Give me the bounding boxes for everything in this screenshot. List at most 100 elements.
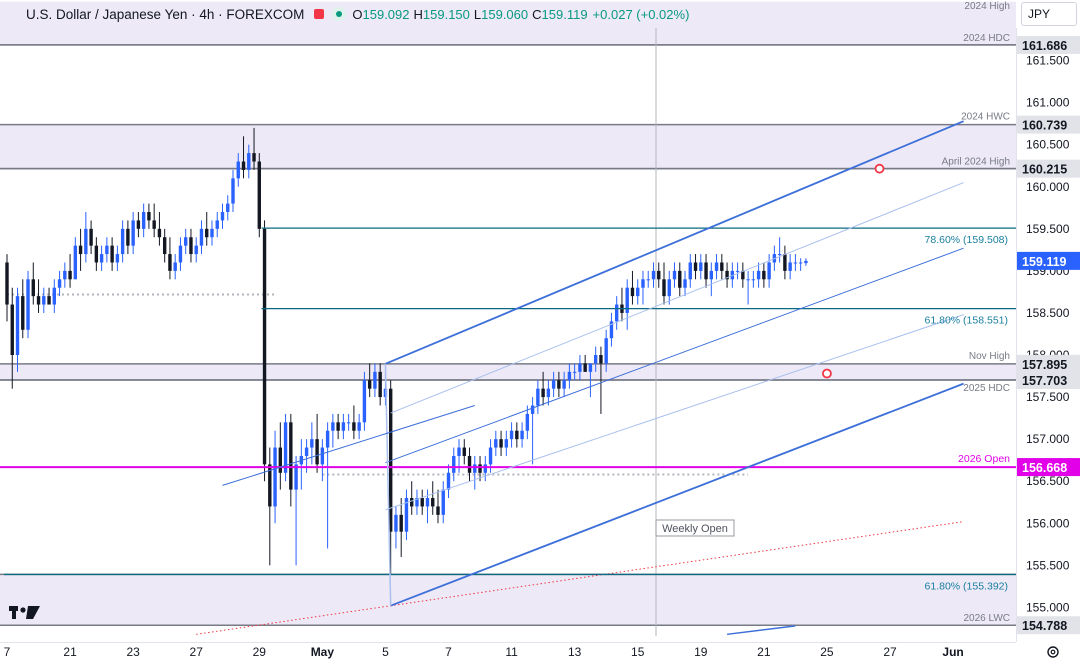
candle-body <box>788 262 792 271</box>
ohlc-value: 159.150 <box>422 6 470 22</box>
candle-body <box>273 447 277 507</box>
candle-body <box>388 388 393 532</box>
candle-body <box>641 279 645 288</box>
candle-body <box>562 380 566 389</box>
candle-body <box>362 380 367 423</box>
zone-label: 2025 HDC <box>963 383 1010 394</box>
y-tick-label: 156.000 <box>1026 516 1070 530</box>
candle-body <box>252 153 256 162</box>
ohlc-label: C <box>532 6 542 22</box>
candle-body <box>26 279 30 330</box>
y-tick-label: 155.000 <box>1026 600 1070 614</box>
candle-body <box>341 422 346 431</box>
logo-bar <box>9 606 18 611</box>
x-tick-label: 23 <box>126 645 140 659</box>
candle-body <box>31 279 35 297</box>
candle-body <box>704 262 708 280</box>
candle-body <box>646 279 650 281</box>
candle-body <box>205 228 209 238</box>
zone-label: Nov High <box>969 351 1010 362</box>
x-tick-label: 19 <box>694 645 708 659</box>
candle-body <box>578 363 582 372</box>
candle-body <box>141 212 146 229</box>
candle-body <box>583 363 587 372</box>
candle-body <box>751 279 756 281</box>
candle-body <box>262 228 267 465</box>
open-price-box <box>1017 458 1080 477</box>
open-price-label: 156.668 <box>1022 461 1067 475</box>
level-price-label: 160.739 <box>1022 119 1067 133</box>
candle-body <box>136 220 141 229</box>
level-price-box <box>1017 354 1080 373</box>
candle-body <box>504 439 509 448</box>
candle-body <box>478 464 482 473</box>
candle-body <box>310 439 314 448</box>
candle-body <box>215 220 219 229</box>
candle-body <box>551 380 556 389</box>
candle-body <box>762 270 766 280</box>
candle-body <box>725 270 729 280</box>
candle-body <box>173 262 177 271</box>
currency-button[interactable]: JPY <box>1021 2 1077 26</box>
chart-header: U.S. Dollar / Japanese Yen · 4h · FOREXC… <box>0 0 689 28</box>
gear-icon[interactable] <box>1047 646 1059 658</box>
candle-body <box>804 260 808 264</box>
candle-body <box>683 279 687 288</box>
candle-body <box>420 498 424 507</box>
pitchfork-inner-line <box>385 247 964 464</box>
flag-marker-icon[interactable] <box>314 9 325 19</box>
zone-band <box>0 574 1016 626</box>
candle-body <box>189 237 193 255</box>
market-status-icon[interactable] <box>332 7 347 21</box>
dotted-trendline <box>196 521 964 635</box>
candle-body <box>735 270 740 272</box>
x-tick-label: 7 <box>445 645 452 659</box>
price-axis <box>1016 0 1081 660</box>
level-price-label: 161.686 <box>1022 39 1067 53</box>
logo-stem <box>12 610 16 619</box>
candle-body <box>651 270 656 280</box>
symbol-title[interactable]: U.S. Dollar / Japanese Yen · 4h · FOREXC… <box>26 6 305 22</box>
pitchfork-inner-line <box>385 314 964 511</box>
candle-body <box>399 514 403 532</box>
ohlc-value: 159.092 <box>362 6 410 22</box>
candle-body <box>572 371 577 373</box>
candle-body <box>672 270 677 280</box>
candle-body <box>662 279 666 297</box>
candle-body <box>236 161 240 179</box>
ohlc-label: L <box>473 6 482 22</box>
candle-body <box>378 371 382 398</box>
candle-body <box>168 254 172 271</box>
x-tick-label: 21 <box>757 645 771 659</box>
candle-body <box>73 245 78 280</box>
candle-body <box>767 262 771 280</box>
candle-body <box>110 245 114 263</box>
y-tick-label: 155.500 <box>1026 558 1070 572</box>
x-tick-label: May <box>311 645 335 659</box>
candle-body <box>525 413 530 431</box>
candle-body <box>42 296 46 305</box>
candle-body <box>667 279 671 297</box>
candle-body <box>231 178 235 204</box>
tradingview-logo <box>9 606 40 619</box>
candle-body <box>415 498 419 507</box>
x-tick-label: 27 <box>190 645 204 659</box>
candle-body <box>94 245 99 263</box>
candle-body <box>567 371 572 381</box>
level-price-box <box>1017 159 1080 178</box>
candle-body <box>289 422 293 490</box>
candle-body <box>352 422 356 431</box>
x-tick-label: 5 <box>382 645 389 659</box>
candle-body <box>557 380 561 389</box>
gear-ring <box>1047 646 1059 658</box>
candle-body <box>241 161 246 170</box>
gear-hub <box>1050 649 1056 655</box>
level-price-label: 157.703 <box>1022 374 1067 388</box>
candle-body <box>720 262 724 271</box>
pivot-marker <box>874 163 885 174</box>
candle-body <box>226 203 230 212</box>
candle-body <box>63 270 67 280</box>
candle-body <box>520 430 524 440</box>
